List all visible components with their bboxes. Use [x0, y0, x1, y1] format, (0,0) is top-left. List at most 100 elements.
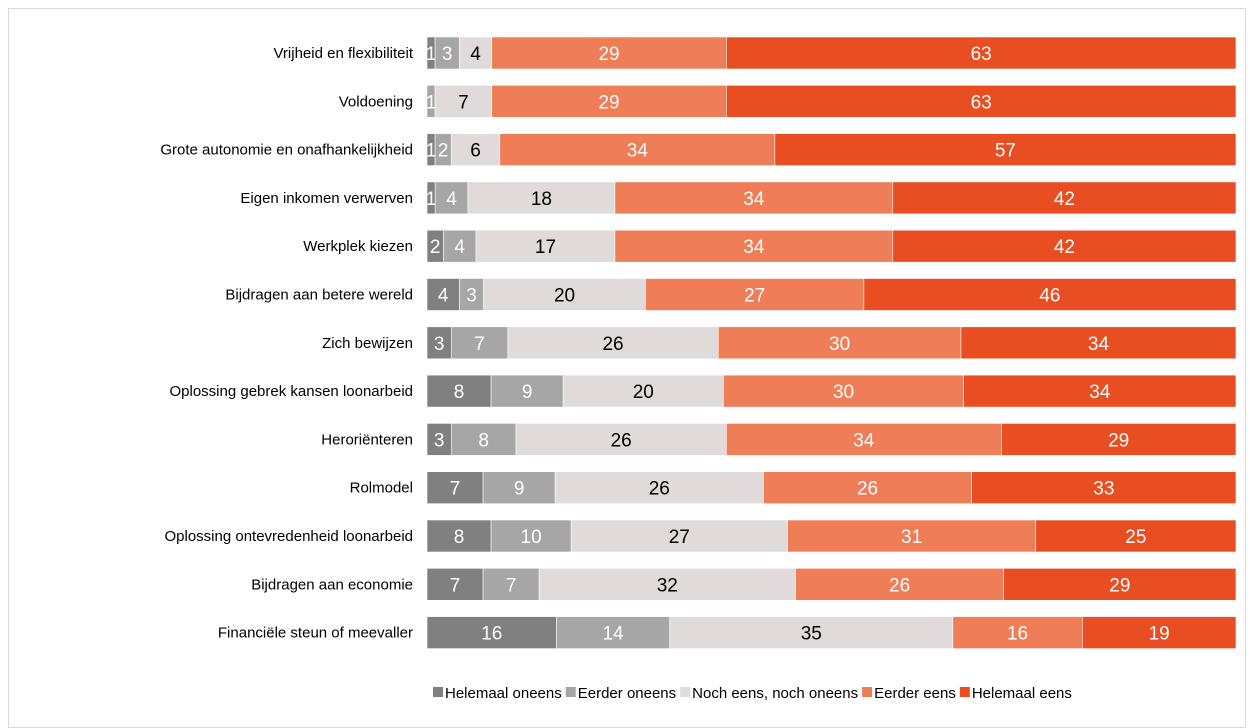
- category-label: Grote autonomie en onafhankelijkheid: [160, 142, 413, 159]
- bar-segment: [723, 374, 964, 408]
- data-label: 26: [649, 479, 670, 500]
- bar-segments: 1 3 4 29 631 7 29 631 2 6 34 571 4 18 34 422 4 17 34 424 3 20…: [426, 36, 1237, 649]
- data-label: 42: [1054, 189, 1075, 210]
- bar-segment: [787, 519, 1037, 553]
- bar-segment: [892, 229, 1237, 263]
- bar-segment: [515, 423, 727, 456]
- bar-segment: [426, 326, 452, 360]
- data-label: 63: [971, 44, 992, 65]
- bar-segment: [726, 423, 1002, 456]
- category-label: Zich bewijzen: [322, 335, 413, 352]
- data-label: 34: [627, 141, 649, 162]
- bar-segment: [717, 326, 962, 360]
- data-label: 6: [470, 141, 481, 162]
- bar-segment: [482, 471, 556, 505]
- bar-segment: [426, 471, 484, 505]
- chart-frame: [8, 8, 1246, 728]
- bar-segment: [960, 326, 1237, 360]
- bar-segment: [426, 616, 557, 649]
- bar-segment: [1003, 567, 1237, 601]
- data-label: 8: [454, 382, 465, 403]
- data-label: 34: [1089, 382, 1111, 403]
- data-label: 30: [833, 382, 854, 403]
- legend-swatch: [433, 687, 443, 697]
- category-label: Bijdragen aan economie: [251, 576, 413, 593]
- data-label: 1: [426, 92, 437, 113]
- bar-segment: [482, 567, 540, 601]
- bar-segment: [971, 471, 1237, 505]
- data-label: 27: [744, 286, 765, 307]
- data-label: 33: [1093, 479, 1114, 500]
- bar-segment: [434, 85, 493, 118]
- category-label: Oplossing ontevredenheid loonarbeid: [164, 528, 413, 545]
- data-label: 25: [1125, 527, 1146, 548]
- legend-entry: Helemaal oneens: [445, 685, 562, 702]
- data-label: 7: [506, 575, 517, 596]
- bar-segment: [556, 616, 671, 649]
- category-label: Financiële steun of meevaller: [218, 625, 413, 642]
- category-label: Voldoening: [339, 93, 413, 110]
- bar-segment: [554, 471, 764, 505]
- bar-segment: [774, 133, 1237, 166]
- legend: Helemaal oneens Eerder oneens Noch eens, n…: [433, 685, 1072, 702]
- data-label: 16: [1007, 624, 1028, 645]
- category-label: Heroriënteren: [321, 431, 413, 448]
- bar-segment: [483, 278, 646, 311]
- bar-segment: [426, 374, 492, 408]
- data-label: 4: [470, 44, 481, 65]
- data-label: 29: [1109, 575, 1130, 596]
- data-label: 34: [853, 430, 875, 451]
- bar-segment: [892, 181, 1237, 215]
- data-label: 9: [514, 479, 525, 500]
- data-label: 31: [901, 527, 922, 548]
- data-label: 46: [1039, 286, 1060, 307]
- bar-segment: [491, 85, 727, 118]
- data-label: 32: [657, 575, 678, 596]
- data-label: 57: [995, 141, 1016, 162]
- bar-segment: [963, 374, 1237, 408]
- bar-segment: [645, 278, 865, 311]
- legend-entry: Noch eens, noch oneens: [692, 685, 858, 702]
- data-label: 29: [598, 44, 619, 65]
- data-label: 18: [531, 189, 552, 210]
- bar-segment: [443, 229, 477, 263]
- bar-segment: [669, 616, 954, 649]
- bar-segment: [490, 519, 572, 553]
- bar-segment: [570, 519, 788, 553]
- data-label: 34: [743, 237, 765, 258]
- legend-swatch: [862, 687, 873, 697]
- data-label: 8: [454, 527, 465, 548]
- bar-segment: [863, 278, 1237, 311]
- bar-segment: [434, 36, 460, 70]
- data-label: 34: [743, 189, 765, 210]
- legend-swatch: [959, 687, 970, 697]
- data-label: 26: [857, 479, 878, 500]
- data-label: 3: [442, 44, 453, 65]
- legend-entry: Eerder eens: [874, 685, 956, 702]
- bar-segment: [426, 519, 492, 553]
- data-label: 63: [971, 92, 992, 113]
- category-label: Werkplek kiezen: [303, 238, 413, 255]
- bar-segment: [450, 326, 509, 360]
- data-label: 9: [522, 382, 533, 403]
- data-label: 3: [434, 430, 445, 451]
- data-label: 8: [478, 430, 489, 451]
- data-label: 26: [602, 334, 623, 355]
- bar-segment: [475, 229, 616, 263]
- bar-segment: [1081, 616, 1237, 649]
- bar-segment: [562, 374, 724, 408]
- bar-segment: [614, 229, 894, 263]
- data-label: 20: [554, 286, 575, 307]
- bar-segment: [426, 278, 460, 311]
- category-label: Vrijheid en flexibiliteit: [273, 45, 413, 62]
- legend-entry: Helemaal eens: [972, 685, 1072, 702]
- category-label: Eigen inkomen verwerven: [240, 190, 413, 207]
- bar-segment: [952, 616, 1083, 649]
- category-label: Bijdragen aan betere wereld: [225, 287, 413, 304]
- bar-segment: [795, 567, 1005, 601]
- data-label: 4: [454, 237, 465, 258]
- data-label: 42: [1054, 237, 1075, 258]
- data-label: 20: [633, 382, 654, 403]
- data-label: 7: [458, 92, 469, 113]
